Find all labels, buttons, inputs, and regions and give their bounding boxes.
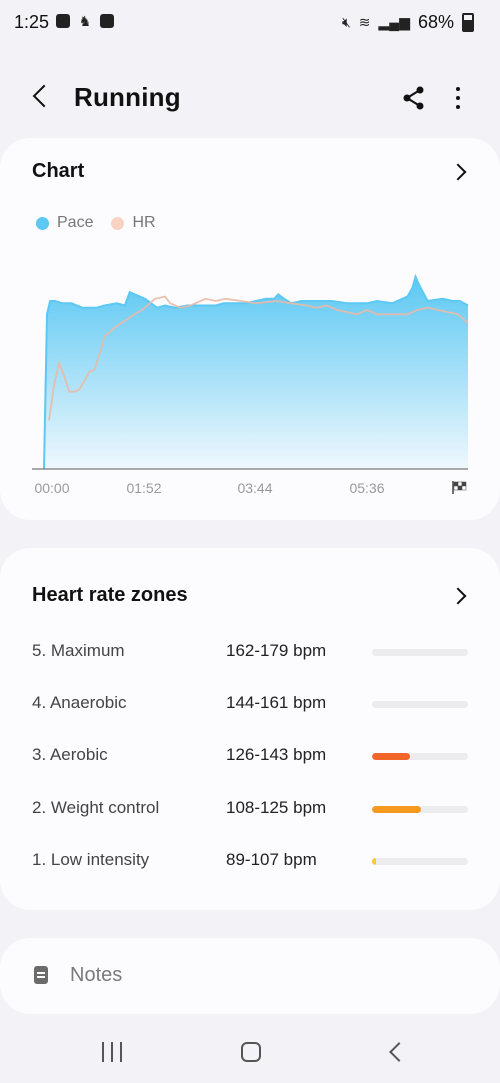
zone-row: 5. Maximum 162-179 bpm [0,637,500,667]
zone-bar-fill [372,753,411,760]
chart-legend: Pace HR [36,214,166,232]
legend-item-hr: HR [111,214,156,232]
zone-bar [372,701,468,708]
pace-hr-chart: 00:00 01:52 03:44 05:36 [32,273,469,496]
home-icon[interactable] [241,1042,261,1062]
chart-card[interactable]: Chart Pace HR 00:00 01:52 03:44 05:36 [0,138,500,520]
notes-label: Notes [70,964,123,986]
system-nav-bar [0,1024,500,1083]
recent-apps-icon[interactable] [102,1042,122,1062]
mute-icon: 🔇︎ [341,14,351,30]
zone-range: 108-125 bpm [226,798,327,817]
more-options-icon[interactable] [448,84,468,112]
page-title: Running [74,82,181,112]
x-tick-label: 03:44 [237,480,272,496]
notes-icon [34,966,48,984]
status-bar: 1:25 ♞ 🔇︎ ≋ ▂▄▆ 68% [0,0,500,46]
zone-bar [372,806,468,813]
battery-icon [462,13,474,32]
app-bar: Running [0,66,500,130]
zone-bar-fill [372,806,421,813]
notes-card[interactable]: Notes [0,938,500,1014]
x-tick-label: 01:52 [126,480,161,496]
zone-range: 126-143 bpm [226,745,327,764]
status-time: 1:25 [14,12,50,32]
series-pace-area [44,276,468,469]
x-tick-label: 05:36 [349,480,384,496]
zone-range: 89-107 bpm [226,850,317,869]
zone-row: 1. Low intensity 89-107 bpm [0,846,500,876]
battery-percent: 68% [417,12,454,32]
status-right: 🔇︎ ≋ ▂▄▆ 68% [342,12,474,33]
zone-label: 2. Weight control [32,798,160,817]
x-tick-label: 00:00 [34,480,69,496]
status-left-icons: ♞ [56,14,114,28]
legend-label-pace: Pace [57,214,94,231]
back-button[interactable] [28,82,56,114]
checkbox-icon [100,14,114,28]
back-icon[interactable] [384,1042,404,1062]
heart-rate-zones-card[interactable]: Heart rate zones 5. Maximum 162-179 bpm … [0,548,500,910]
zone-row: 4. Anaerobic 144-161 bpm [0,689,500,719]
zone-label: 1. Low intensity [32,850,150,869]
zone-range: 162-179 bpm [226,641,327,660]
legend-label-hr: HR [132,214,156,231]
legend-item-pace: Pace [36,214,93,232]
zone-row: 3. Aerobic 126-143 bpm [0,741,500,771]
zone-row: 2. Weight control 108-125 bpm [0,794,500,824]
gallery-icon [56,14,70,28]
series-pace-line [43,273,469,470]
zones-card-title: Heart rate zones [32,584,188,606]
zone-label: 5. Maximum [32,641,125,660]
share-icon[interactable] [400,84,428,112]
finish-flag-icon [452,481,467,494]
zone-bar [372,858,468,865]
zone-bar [372,753,468,760]
series-hr-line [48,295,469,421]
chevron-right-icon[interactable] [450,586,468,604]
zone-label: 3. Aerobic [32,745,108,764]
zone-range: 144-161 bpm [226,693,327,712]
chart-card-title: Chart [32,160,85,182]
signal-icon: ▂▄▆ [378,14,410,30]
running-icon: ♞ [78,13,92,29]
wifi-icon: ≋ [358,14,371,30]
zone-label: 4. Anaerobic [32,693,127,712]
zone-bar-fill [372,858,376,865]
legend-dot-hr [111,216,125,230]
zone-bar [372,649,468,656]
legend-dot-pace [36,216,49,230]
